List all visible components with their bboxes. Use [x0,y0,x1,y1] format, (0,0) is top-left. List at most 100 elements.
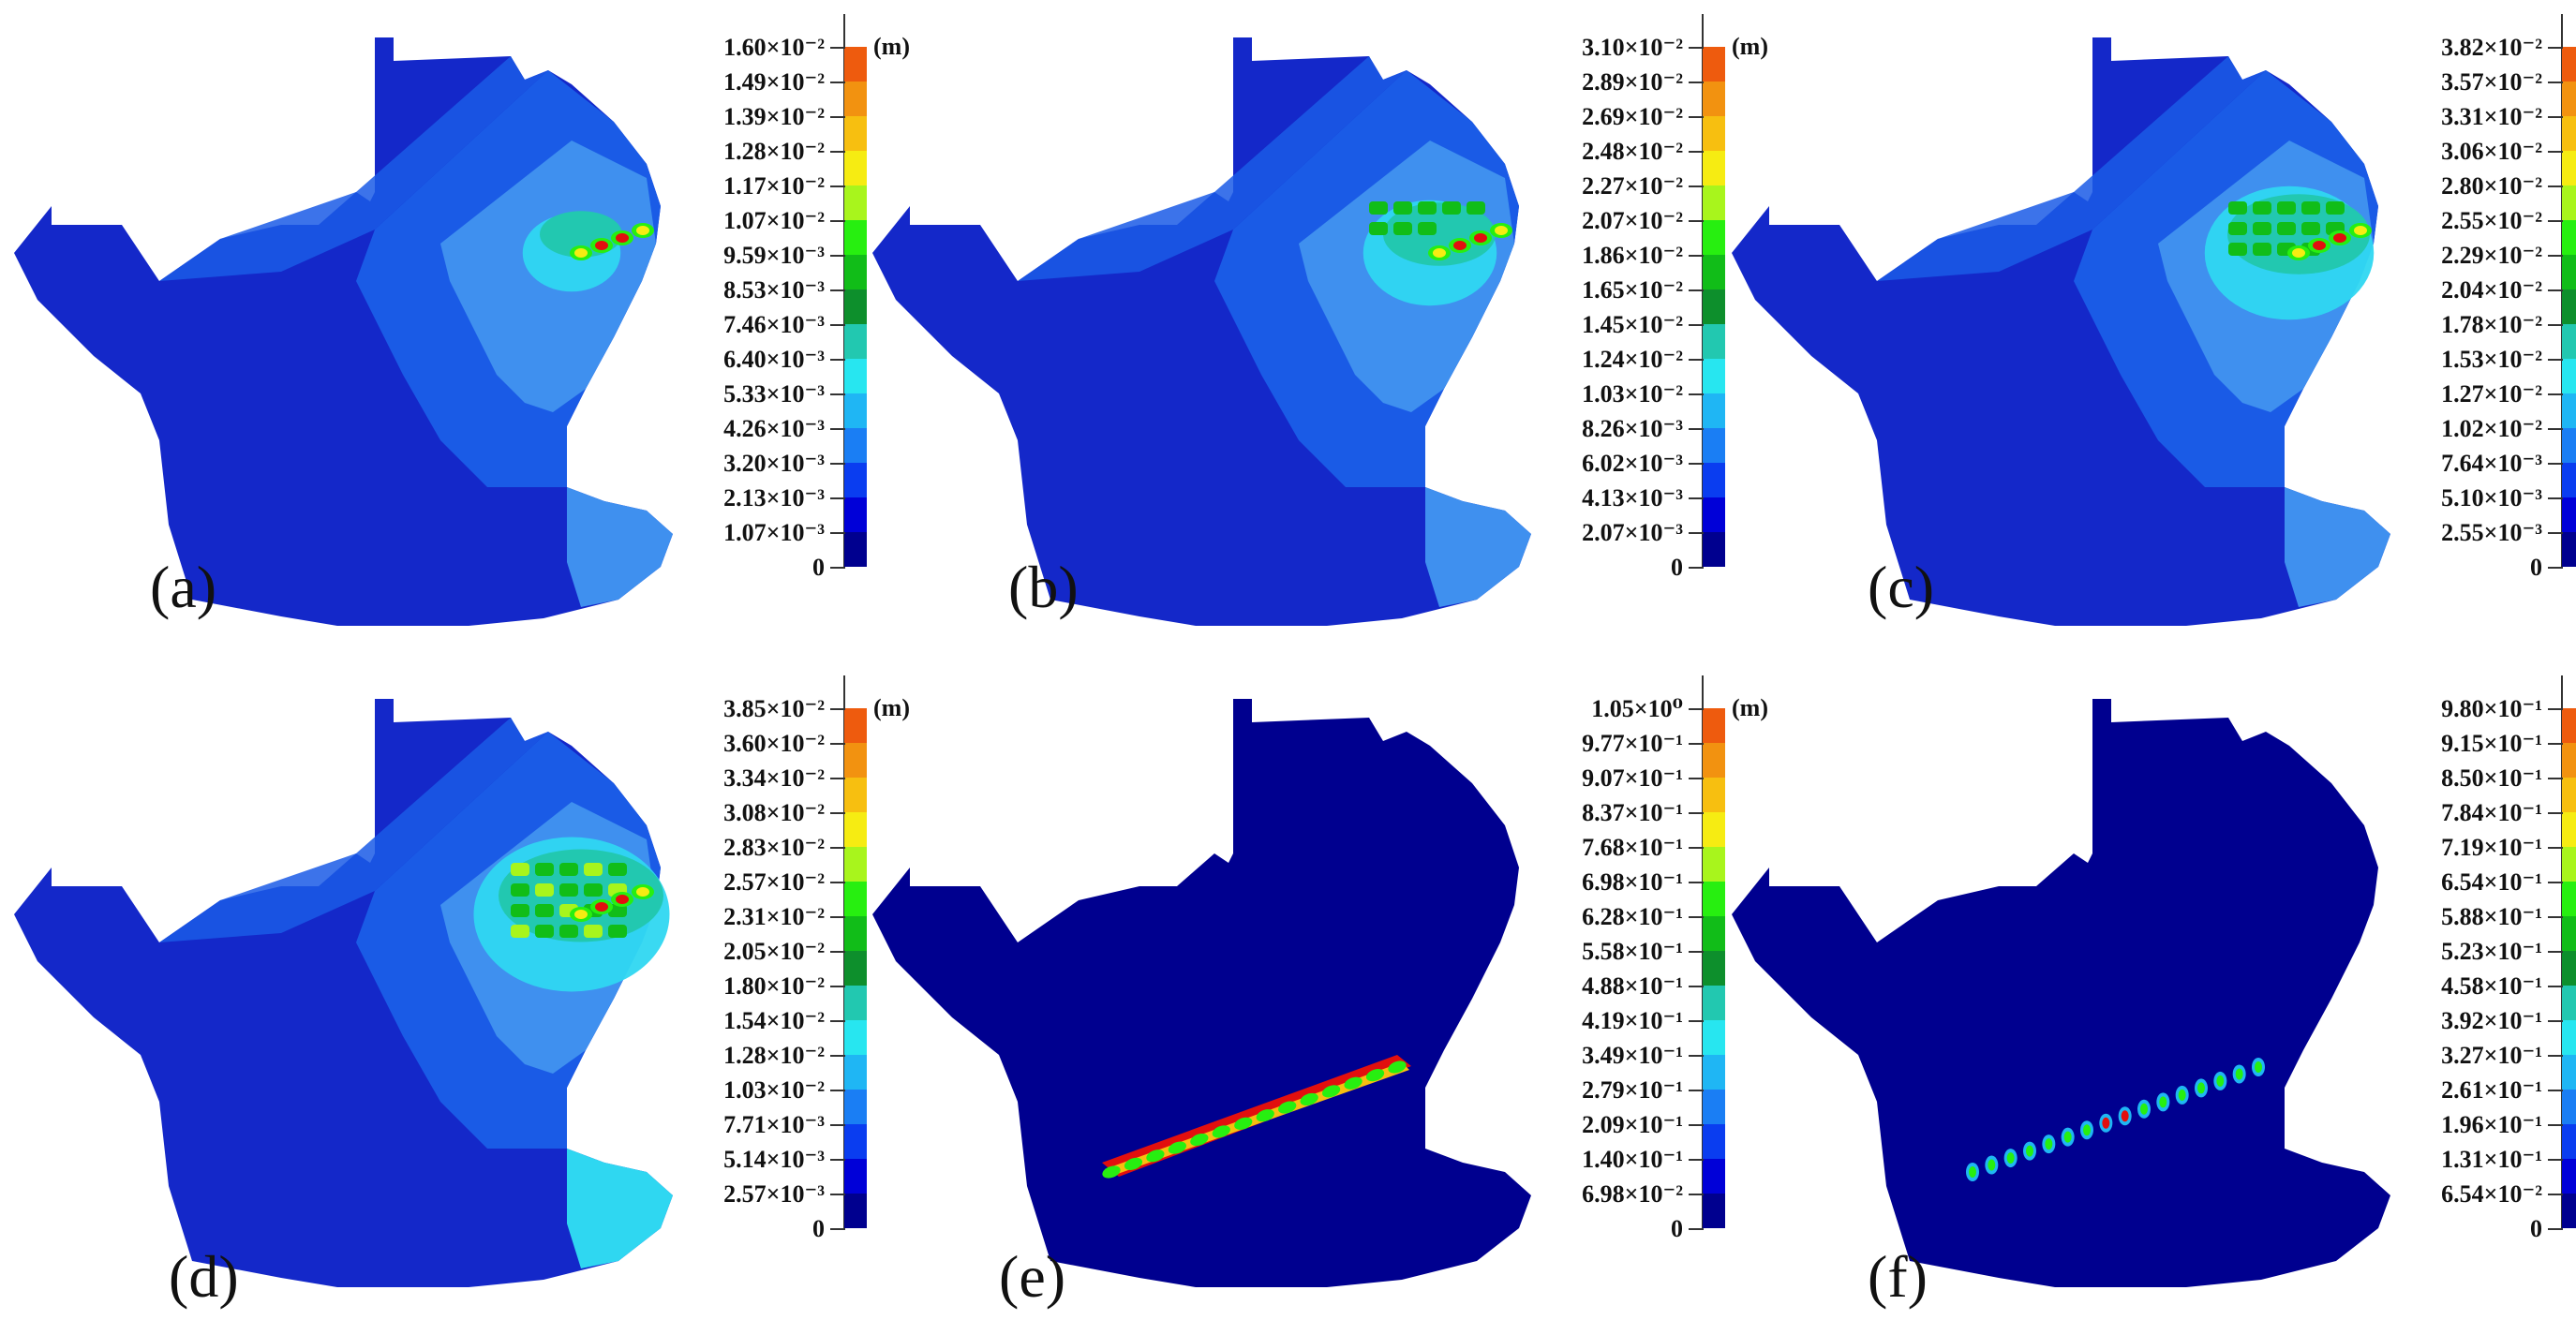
legend-tick [830,428,845,430]
color-scale-cell [2562,1124,2576,1159]
legend-tick [830,324,845,326]
legend-unit-a: (m) [873,33,910,60]
hull-contour-d [14,699,673,1287]
legend-value: 8.37×10⁻¹ [1582,799,1683,826]
legend-value: 4.13×10⁻³ [1582,484,1683,512]
color-scale-cell [1703,428,1725,463]
legend-tick [1689,532,1704,534]
color-scale-cell [1703,359,1725,393]
color-scale-cell [844,532,867,567]
color-scale-cell [844,116,867,151]
color-scale-bar-b [1702,47,1725,567]
hull-contour-a [14,37,673,626]
legend-value: 1.17×10⁻² [723,172,825,200]
legend-tick [1689,882,1704,883]
legend-value: 6.98×10⁻¹ [1582,868,1683,896]
legend-tick [2548,1090,2563,1091]
legend-tick [830,708,845,710]
color-scale-cell [2562,951,2576,986]
color-scale-cell [844,151,867,185]
color-scale-cell [1703,778,1725,812]
legend-tick [1689,743,1704,745]
color-scale-bar-a [843,47,867,567]
legend-tick [830,220,845,222]
legend-tick [1689,916,1704,918]
legend-tick [1689,324,1704,326]
legend-value: 2.89×10⁻² [1582,68,1683,96]
panel-b: (b) (m) 3.10×10⁻² 2.89×10⁻² 2.69×10⁻² 2.48×10… [858,0,1768,656]
color-scale-cell [844,47,867,82]
legend-axis-line [843,675,845,708]
panel-label-a: (a) [150,554,217,620]
legend-value: 1.96×10⁻¹ [2441,1111,2542,1138]
color-scale-cell [2562,778,2576,812]
legend-value: 5.33×10⁻³ [723,380,825,408]
hull-contour-e [872,699,1531,1287]
legend-tick [2548,1124,2563,1126]
color-scale-cell [2562,708,2576,743]
legend-value: 2.80×10⁻² [2441,172,2542,200]
color-scale-cell [1703,47,1725,82]
legend-tick [830,567,845,569]
color-scale-cell [2562,986,2576,1020]
color-scale-cell [1703,185,1725,220]
color-scale-cell [1703,1194,1725,1228]
legend-value: 4.58×10⁻¹ [2441,972,2542,1000]
legend-tick [2548,1194,2563,1195]
legend-value: 1.49×10⁻² [723,68,825,96]
legend-value: 8.26×10⁻³ [1582,415,1683,442]
color-scale-bar-f [2561,708,2576,1228]
color-scale-cell [1703,882,1725,916]
color-scale-cell [1703,393,1725,428]
legend-tick [1689,812,1704,814]
panel-a: (a) (m) 1.60×10⁻² 1.49×10⁻² 1.39×10⁻² 1.28×10… [0,0,910,656]
color-scale-cell [844,359,867,393]
legend-value: 9.80×10⁻¹ [2441,695,2542,722]
legend-tick [2548,47,2563,49]
legend-tick [830,882,845,883]
color-scale-cell [1703,220,1725,255]
color-scale-cell [844,812,867,847]
legend-tick [2548,289,2563,291]
legend-tick [830,778,845,779]
legend-value: 1.02×10⁻² [2441,415,2542,442]
legend-value: 3.06×10⁻² [2441,138,2542,165]
legend-tick [1689,151,1704,153]
color-scale-cell [2562,743,2576,778]
color-scale-cell [844,951,867,986]
legend-value: 5.58×10⁻¹ [1582,938,1683,965]
color-scale-cell [1703,255,1725,289]
legend-tick [830,151,845,153]
color-scale-cell [2562,847,2576,882]
legend-tick [830,532,845,534]
legend-value: 3.57×10⁻² [2441,68,2542,96]
color-scale-cell [2562,359,2576,393]
panel-e: (e) (m) 1.05×10⁰ 9.77×10⁻¹ 9.07×10⁻¹ 8.37×10⁻… [858,661,1768,1317]
color-scale-cell [1703,1020,1725,1055]
legend-tick [1689,1159,1704,1161]
color-scale-cell [844,743,867,778]
legend-value: 1.27×10⁻² [2441,380,2542,408]
color-scale-cell [844,428,867,463]
legend-tick [1689,951,1704,953]
panel-f: (f) (m) 9.80×10⁻¹ 9.15×10⁻¹ 8.50×10⁻¹ 7.84×10… [1718,661,2576,1317]
legend-tick [1689,847,1704,849]
legend-tick [2548,116,2563,118]
legend-value: 2.29×10⁻² [2441,242,2542,269]
panel-label-d: (d) [169,1243,239,1310]
color-scale-bar-e [1702,708,1725,1228]
legend-axis-line [2561,675,2563,708]
legend-value: 1.45×10⁻² [1582,311,1683,338]
legend-value: 9.15×10⁻¹ [2441,730,2542,757]
panel-c: (c) (m) 3.82×10⁻² 3.57×10⁻² 3.31×10⁻² 3.06×10… [1718,0,2576,656]
legend-tick [1689,463,1704,465]
legend-tick [830,463,845,465]
legend-tick [830,1228,845,1230]
legend-value: 3.34×10⁻² [723,764,825,792]
legend-value: 4.19×10⁻¹ [1582,1007,1683,1034]
legend-tick [830,916,845,918]
legend-value: 1.80×10⁻² [723,972,825,1000]
legend-value: 5.10×10⁻³ [2441,484,2542,512]
legend-value: 1.39×10⁻² [723,103,825,130]
legend-tick [830,82,845,83]
